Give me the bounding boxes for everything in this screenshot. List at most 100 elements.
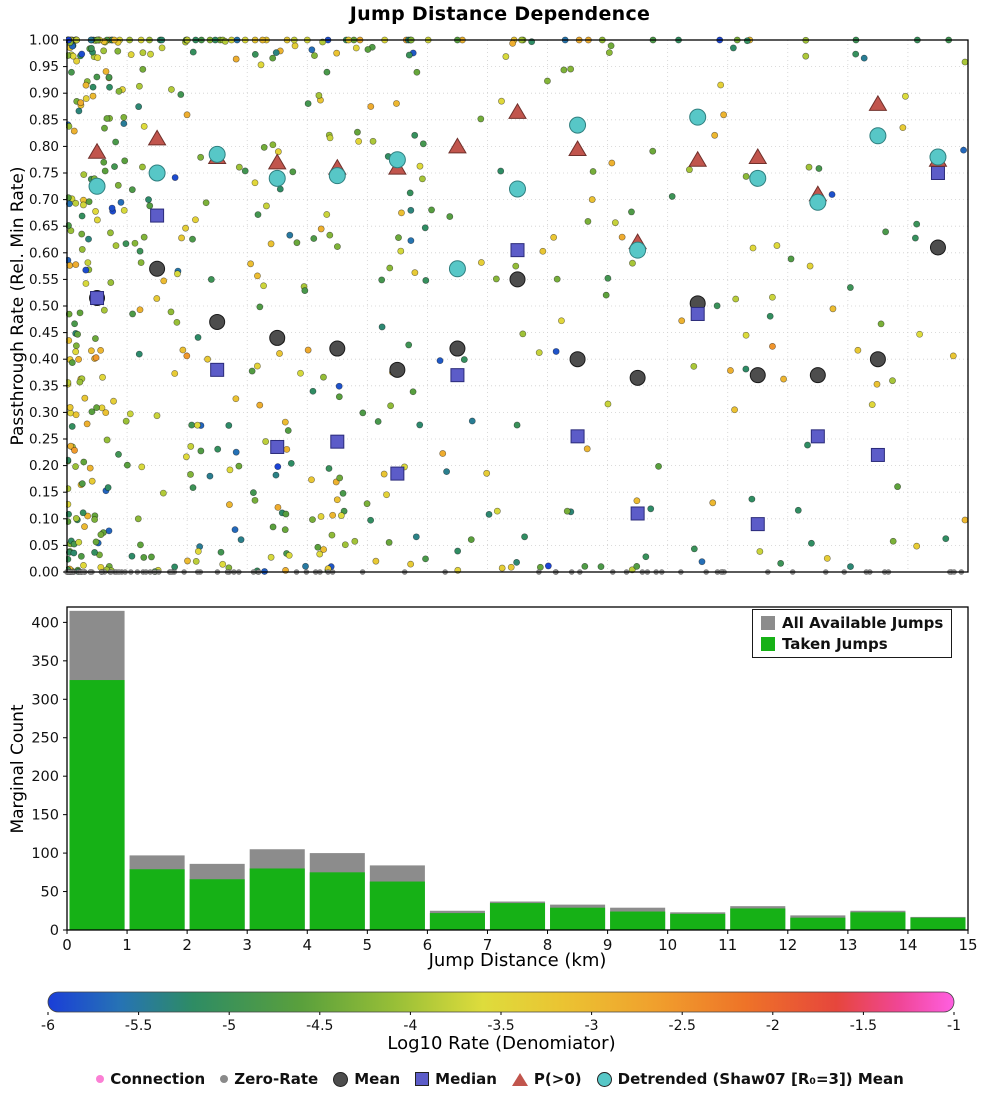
all-jumps-swatch-icon	[761, 616, 775, 630]
svg-text:-1: -1	[947, 1018, 961, 1034]
svg-text:1.00: 1.00	[29, 33, 59, 49]
all-jumps-label: All Available Jumps	[782, 614, 944, 632]
svg-text:150: 150	[31, 808, 59, 824]
scatter-grid	[67, 39, 968, 573]
scatter-ytick-labels: 0.00 0.05 0.10 0.15 0.20 0.25 0.30 0.35 0.40 0.45…	[29, 33, 67, 581]
series-p-0-	[87, 94, 948, 250]
svg-text:15: 15	[958, 936, 977, 954]
svg-text:-4.5: -4.5	[306, 1018, 333, 1034]
svg-text:-2: -2	[766, 1018, 780, 1034]
svg-text:5: 5	[363, 936, 373, 954]
svg-text:-5.5: -5.5	[125, 1018, 152, 1034]
taken-jumps-label: Taken Jumps	[782, 635, 888, 653]
p-gt-0-marker-icon	[511, 1072, 528, 1086]
colorbar-label: Log10 Rate (Denomiator)	[387, 1033, 616, 1054]
detrended-marker-icon	[596, 1071, 612, 1087]
svg-text:0.85: 0.85	[29, 112, 59, 128]
svg-text:250: 250	[31, 731, 59, 747]
svg-text:100: 100	[31, 846, 59, 862]
connection-label: Connection	[110, 1070, 206, 1088]
svg-text:400: 400	[31, 615, 59, 631]
svg-text:-5: -5	[222, 1018, 236, 1034]
median-label: Median	[435, 1070, 497, 1088]
svg-text:0.10: 0.10	[29, 511, 59, 527]
legend-item-p-gt-0: P(>0)	[511, 1070, 582, 1088]
svg-text:10: 10	[658, 936, 677, 954]
svg-text:1: 1	[122, 936, 132, 954]
svg-text:350: 350	[31, 654, 59, 670]
svg-text:12: 12	[778, 936, 797, 954]
svg-text:6: 6	[423, 936, 433, 954]
svg-text:0.90: 0.90	[29, 86, 59, 102]
legend-row-taken-jumps: Taken Jumps	[761, 635, 943, 653]
svg-text:0.30: 0.30	[29, 405, 59, 421]
histogram-bars	[69, 610, 966, 930]
svg-text:0.00: 0.00	[29, 565, 59, 581]
svg-text:0.95: 0.95	[29, 59, 59, 75]
svg-text:0.60: 0.60	[29, 245, 59, 261]
svg-text:0.45: 0.45	[29, 325, 59, 341]
histogram-legend: All Available Jumps Taken Jumps	[752, 609, 953, 658]
svg-text:0.65: 0.65	[29, 219, 59, 235]
hist-ylabel: Marginal Count	[8, 704, 28, 834]
svg-text:9: 9	[603, 936, 613, 954]
p-gt-0-label: P(>0)	[533, 1070, 582, 1088]
svg-text:0.35: 0.35	[29, 378, 59, 394]
taken-jumps-swatch-icon	[761, 637, 775, 651]
colorbar	[47, 991, 955, 1013]
svg-text:-4: -4	[403, 1018, 417, 1034]
zero-rate-marker-icon	[220, 1075, 229, 1083]
svg-text:-6: -6	[41, 1018, 55, 1034]
legend-item-detrended: Detrended (Shaw07 [R₀=3]) Mean	[596, 1070, 904, 1088]
svg-text:0.15: 0.15	[29, 485, 59, 501]
hist-xlabel: Jump Distance (km)	[428, 950, 607, 971]
hist-ytick-labels: 0 50 100 150 200 250 300 350 400	[31, 615, 67, 939]
svg-text:50: 50	[41, 885, 59, 901]
svg-text:3: 3	[242, 936, 252, 954]
svg-text:0.80: 0.80	[29, 139, 59, 155]
svg-text:0.40: 0.40	[29, 352, 59, 368]
legend-row-all-jumps: All Available Jumps	[761, 614, 943, 632]
chart-title: Jump Distance Dependence	[349, 3, 651, 25]
connection-marker-icon	[96, 1075, 105, 1083]
marker-legend: Connection Zero-Rate Mean Median P(>0) D…	[0, 1070, 1000, 1088]
svg-text:0.50: 0.50	[29, 299, 59, 315]
scatter-ylabel: Passthrough Rate (Rel. Min Rate)	[8, 166, 28, 446]
svg-text:2: 2	[182, 936, 192, 954]
colorbar-tick-labels: -6 -5.5 -5 -4.5 -4 -3.5 -3 -2.5 -2 -1.5 -1	[41, 1012, 961, 1034]
svg-text:4: 4	[302, 936, 312, 954]
mean-marker-icon	[333, 1071, 349, 1087]
svg-text:-1.5: -1.5	[850, 1018, 877, 1034]
svg-text:0.55: 0.55	[29, 272, 59, 288]
series-detrended-shaw07-r-3-mean	[88, 108, 947, 278]
hist-xtick-labels: 0 1 2 3 4 5 6 7 8 9 10 11 12 13 14 15	[62, 930, 978, 954]
svg-text:0.20: 0.20	[29, 458, 59, 474]
median-marker-icon	[415, 1072, 430, 1086]
svg-text:0.25: 0.25	[29, 432, 59, 448]
legend-item-median: Median	[415, 1070, 497, 1088]
svg-text:14: 14	[898, 936, 917, 954]
svg-text:0.75: 0.75	[29, 166, 59, 182]
svg-text:200: 200	[31, 769, 59, 785]
legend-item-connection: Connection	[96, 1070, 205, 1088]
svg-text:11: 11	[718, 936, 737, 954]
svg-text:13: 13	[838, 936, 857, 954]
svg-text:0: 0	[50, 923, 59, 939]
histogram-frame	[66, 606, 969, 931]
zero-rate-label: Zero-Rate	[234, 1070, 319, 1088]
svg-text:300: 300	[31, 692, 59, 708]
svg-text:7: 7	[483, 936, 493, 954]
svg-text:-2.5: -2.5	[669, 1018, 696, 1034]
svg-text:-3.5: -3.5	[487, 1018, 514, 1034]
svg-text:8: 8	[543, 936, 553, 954]
detrended-label: Detrended (Shaw07 [R₀=3]) Mean	[617, 1070, 904, 1088]
svg-text:0.05: 0.05	[29, 538, 59, 554]
svg-text:0: 0	[62, 936, 72, 954]
legend-item-zero-rate: Zero-Rate	[220, 1070, 318, 1088]
svg-text:0.70: 0.70	[29, 192, 59, 208]
legend-item-mean: Mean	[333, 1070, 400, 1088]
series-median	[90, 166, 945, 532]
mean-label: Mean	[354, 1070, 401, 1088]
